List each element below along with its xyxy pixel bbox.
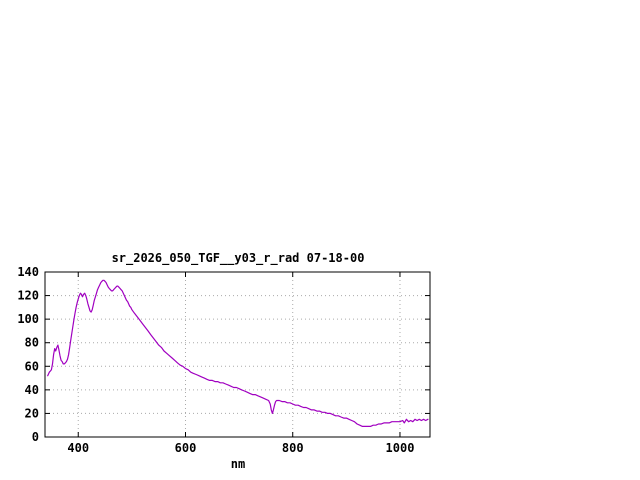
chart-title: sr_2026_050_TGF__y03_r_rad 07-18-00 xyxy=(111,251,365,265)
x-tick-label: 600 xyxy=(175,441,197,455)
x-axis-label: nm xyxy=(230,457,246,471)
y-tick-label: 140 xyxy=(17,265,39,279)
y-tick-label: 20 xyxy=(25,406,39,420)
x-tick-label: 400 xyxy=(67,441,89,455)
y-tick-label: 120 xyxy=(17,289,39,303)
y-tick-label: 60 xyxy=(25,359,39,373)
plot-border xyxy=(44,271,431,438)
x-tick-label: 1000 xyxy=(386,441,415,455)
y-tick-label: 40 xyxy=(25,383,39,397)
x-tick-label: 800 xyxy=(282,441,304,455)
y-tick-label: 0 xyxy=(32,430,39,444)
y-tick-label: 100 xyxy=(17,312,39,326)
data-line xyxy=(47,279,429,427)
y-tick-label: 80 xyxy=(25,336,39,350)
